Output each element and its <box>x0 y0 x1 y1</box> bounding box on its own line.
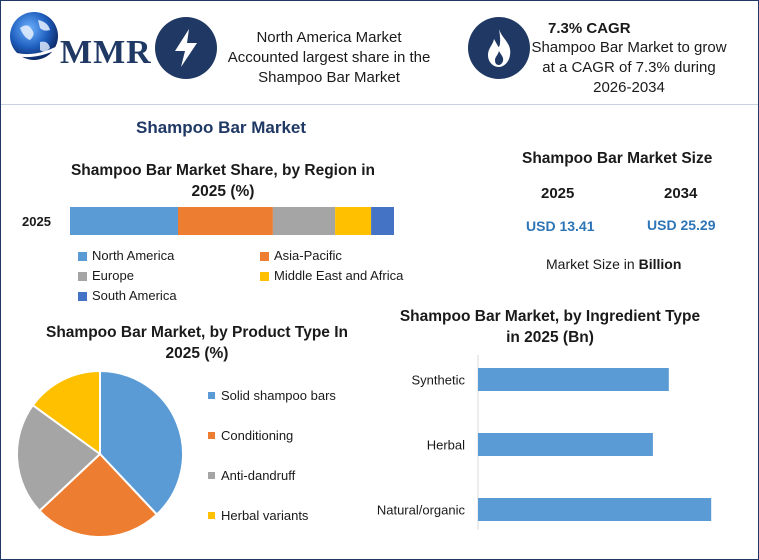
legend-swatch <box>208 432 215 439</box>
legend-label: Middle East and Africa <box>274 268 404 283</box>
legend-label: Conditioning <box>221 428 294 443</box>
market-size-note: Market Size in Billion <box>546 256 681 272</box>
flame-badge <box>468 17 530 79</box>
bar-herbal <box>478 433 653 456</box>
product-pie <box>16 369 184 538</box>
product-legend: Solid shampoo bars Conditioning Anti-dandr… <box>208 388 368 528</box>
legend-swatch <box>78 292 87 301</box>
legend-swatch <box>260 252 269 261</box>
legend-label: North America <box>92 248 175 263</box>
brand-name: MMR <box>60 34 152 71</box>
cagr-callout: Shampoo Bar Market to grow at a CAGR of … <box>531 39 727 96</box>
category-label-natural-organic: Natural/organic <box>377 503 466 518</box>
market-size-note-unit: Billion <box>638 256 682 272</box>
legend-swatch <box>78 272 87 281</box>
ingredient-bar-chart: Synthetic Herbal Natural/organic <box>377 355 712 530</box>
north-america-callout: North America Market Accounted largest s… <box>227 29 431 86</box>
bar-segment-asia-pacific <box>178 207 273 235</box>
market-size-note-prefix: Market Size in <box>546 256 639 272</box>
value-2025: USD 13.41 <box>526 218 595 234</box>
lightning-icon <box>175 29 197 67</box>
pie-slice-anti-dandruff <box>16 403 102 513</box>
flame-icon <box>488 29 511 67</box>
category-label-herbal: Herbal <box>427 438 465 453</box>
legend-label: South America <box>92 288 177 303</box>
region-category-label: 2025 <box>22 214 51 229</box>
year-2025-label: 2025 <box>541 185 575 202</box>
legend-swatch <box>208 512 215 519</box>
year-2034-label: 2034 <box>664 185 698 202</box>
legend-swatch <box>260 272 269 281</box>
value-2034: USD 25.29 <box>647 217 716 233</box>
legend-swatch <box>208 392 215 399</box>
bar-segment-europe <box>272 207 336 235</box>
region-legend: North America Asia-Pacific Europe Middle Ea… <box>78 248 438 308</box>
legend-label: Herbal variants <box>221 508 309 523</box>
region-stacked-bar <box>70 207 394 235</box>
legend-swatch <box>208 472 215 479</box>
market-size-title: Shampoo Bar Market Size <box>522 150 713 167</box>
lightning-badge <box>155 17 217 79</box>
pie-slice-conditioning <box>38 452 159 538</box>
legend-label: Solid shampoo bars <box>221 388 336 403</box>
header-divider <box>1 104 758 105</box>
bar-segment-north-america <box>70 207 178 235</box>
bar-natural-organic <box>478 498 712 521</box>
pie-slice-solid-shampoo-bars <box>99 369 184 516</box>
cagr-title: 7.3% CAGR <box>548 20 631 37</box>
category-label-synthetic: Synthetic <box>412 373 466 388</box>
pie-slice-herbal-variants <box>31 369 101 456</box>
bar-synthetic <box>478 368 669 391</box>
legend-label: Asia-Pacific <box>274 248 342 263</box>
bar-segment-middle-east-and-africa <box>335 207 372 235</box>
ingredient-chart-title: Shampoo Bar Market, by Ingredient Type i… <box>399 308 701 346</box>
legend-swatch <box>78 252 87 261</box>
product-chart-title: Shampoo Bar Market, by Product Type In 2… <box>45 324 348 362</box>
legend-label: Anti-dandruff <box>221 468 296 483</box>
region-chart-title: Shampoo Bar Market Share, by Region in 2… <box>70 162 376 200</box>
legend-label: Europe <box>92 268 134 283</box>
section-title: Shampoo Bar Market <box>136 118 307 137</box>
globe-icon <box>7 12 65 60</box>
bar-segment-south-america <box>371 207 394 235</box>
brand-logo: MMR <box>2 4 151 74</box>
